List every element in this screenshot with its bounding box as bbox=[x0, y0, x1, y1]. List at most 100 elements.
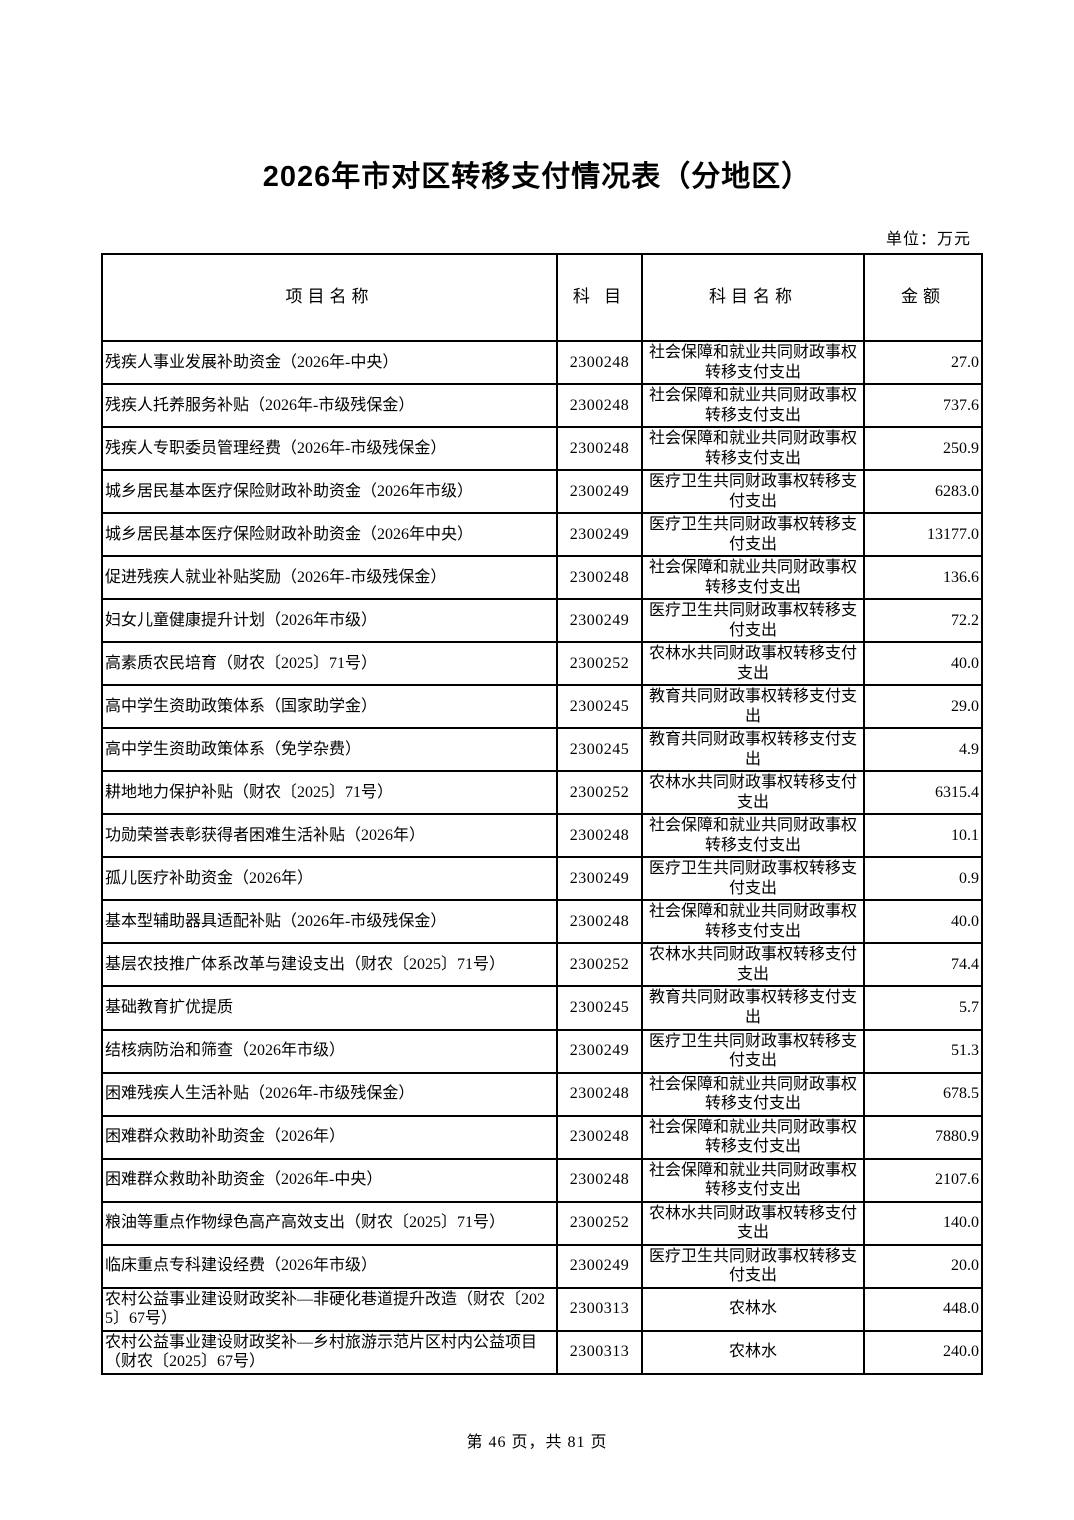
project-name-cell: 基层农技推广体系改革与建设支出（财农〔2025〕71号） bbox=[101, 942, 558, 988]
subject-code-cell: 2300248 bbox=[556, 1157, 643, 1203]
subject-name-cell: 社会保障和就业共同财政事权转移支付支出 bbox=[641, 1157, 865, 1203]
subject-name-cell: 农林水共同财政事权转移支付支出 bbox=[641, 770, 865, 816]
table-row: 功勋荣誉表彰获得者困难生活补贴（2026年） 2300248 社会保障和就业共同财政… bbox=[101, 813, 983, 859]
subject-name-cell: 农林水共同财政事权转移支付支出 bbox=[641, 1200, 865, 1246]
column-header-subject-name: 科目名称 bbox=[641, 253, 865, 342]
subject-name-cell: 医疗卫生共同财政事权转移支付支出 bbox=[641, 598, 865, 644]
subject-name-cell: 社会保障和就业共同财政事权转移支付支出 bbox=[641, 383, 865, 429]
project-name-cell: 基础教育扩优提质 bbox=[101, 985, 558, 1031]
subject-name-cell: 医疗卫生共同财政事权转移支付支出 bbox=[641, 1028, 865, 1074]
subject-code-cell: 2300245 bbox=[556, 985, 643, 1031]
subject-code-cell: 2300249 bbox=[556, 598, 643, 644]
subject-code-cell: 2300252 bbox=[556, 942, 643, 988]
table-row: 促进残疾人就业补贴奖励（2026年-市级残保金） 2300248 社会保障和就业共同… bbox=[101, 555, 983, 601]
table-row: 高素质农民培育（财农〔2025〕71号） 2300252 农林水共同财政事权转移支付… bbox=[101, 641, 983, 687]
amount-cell: 10.1 bbox=[863, 813, 983, 859]
project-name-cell: 困难残疾人生活补贴（2026年-市级残保金） bbox=[101, 1071, 558, 1117]
project-name-cell: 促进残疾人就业补贴奖励（2026年-市级残保金） bbox=[101, 555, 558, 601]
subject-code-cell: 2300249 bbox=[556, 856, 643, 902]
amount-cell: 13177.0 bbox=[863, 512, 983, 558]
subject-name-cell: 社会保障和就业共同财政事权转移支付支出 bbox=[641, 1071, 865, 1117]
subject-name-cell: 社会保障和就业共同财政事权转移支付支出 bbox=[641, 426, 865, 472]
project-name-cell: 高中学生资助政策体系（国家助学金） bbox=[101, 684, 558, 730]
project-name-cell: 粮油等重点作物绿色高产高效支出（财农〔2025〕71号） bbox=[101, 1200, 558, 1246]
amount-cell: 7880.9 bbox=[863, 1114, 983, 1160]
project-name-cell: 城乡居民基本医疗保险财政补助资金（2026年市级） bbox=[101, 469, 558, 515]
subject-name-cell: 社会保障和就业共同财政事权转移支付支出 bbox=[641, 899, 865, 945]
table-row: 基本型辅助器具适配补贴（2026年-市级残保金） 2300248 社会保障和就业共同… bbox=[101, 899, 983, 945]
subject-name-cell: 医疗卫生共同财政事权转移支付支出 bbox=[641, 856, 865, 902]
project-name-cell: 农村公益事业建设财政奖补—非硬化巷道提升改造（财农〔2025〕67号） bbox=[101, 1286, 558, 1332]
subject-code-cell: 2300249 bbox=[556, 469, 643, 515]
project-name-cell: 基本型辅助器具适配补贴（2026年-市级残保金） bbox=[101, 899, 558, 945]
amount-cell: 4.9 bbox=[863, 727, 983, 773]
subject-name-cell: 医疗卫生共同财政事权转移支付支出 bbox=[641, 469, 865, 515]
unit-note-text: 单位：万元 bbox=[885, 231, 971, 248]
project-name-cell: 妇女儿童健康提升计划（2026年市级） bbox=[101, 598, 558, 644]
amount-cell: 40.0 bbox=[863, 641, 983, 687]
table-row: 基础教育扩优提质 2300245 教育共同财政事权转移支付支出 5.7 bbox=[101, 985, 983, 1031]
subject-name-cell: 教育共同财政事权转移支付支出 bbox=[641, 684, 865, 730]
amount-cell: 5.7 bbox=[863, 985, 983, 1031]
table-row: 耕地地力保护补贴（财农〔2025〕71号） 2300252 农林水共同财政事权转移支… bbox=[101, 770, 983, 816]
subject-code-cell: 2300252 bbox=[556, 770, 643, 816]
table-row: 困难残疾人生活补贴（2026年-市级残保金） 2300248 社会保障和就业共同财政… bbox=[101, 1071, 983, 1117]
subject-name-cell: 农林水共同财政事权转移支付支出 bbox=[641, 942, 865, 988]
project-name-cell: 临床重点专科建设经费（2026年市级） bbox=[101, 1243, 558, 1289]
subject-code-cell: 2300248 bbox=[556, 339, 643, 386]
subject-code-cell: 2300249 bbox=[556, 1028, 643, 1074]
subject-name-cell: 教育共同财政事权转移支付支出 bbox=[641, 985, 865, 1031]
project-name-cell: 耕地地力保护补贴（财农〔2025〕71号） bbox=[101, 770, 558, 816]
amount-cell: 2107.6 bbox=[863, 1157, 983, 1203]
amount-cell: 737.6 bbox=[863, 383, 983, 429]
table-row: 残疾人事业发展补助资金（2026年-中央） 2300248 社会保障和就业共同财政事… bbox=[101, 339, 983, 386]
project-name-cell: 高中学生资助政策体系（免学杂费） bbox=[101, 727, 558, 773]
subject-name-cell: 农林水共同财政事权转移支付支出 bbox=[641, 641, 865, 687]
subject-code-cell: 2300313 bbox=[556, 1329, 643, 1375]
amount-cell: 27.0 bbox=[863, 339, 983, 386]
subject-name-cell: 农林水 bbox=[641, 1286, 865, 1332]
subject-name-cell: 教育共同财政事权转移支付支出 bbox=[641, 727, 865, 773]
amount-cell: 140.0 bbox=[863, 1200, 983, 1246]
subject-name-cell: 社会保障和就业共同财政事权转移支付支出 bbox=[641, 813, 865, 859]
table-row: 残疾人专职委员管理经费（2026年-市级残保金） 2300248 社会保障和就业共同… bbox=[101, 426, 983, 472]
project-name-cell: 残疾人事业发展补助资金（2026年-中央） bbox=[101, 339, 558, 386]
amount-cell: 678.5 bbox=[863, 1071, 983, 1117]
table-body: 残疾人事业发展补助资金（2026年-中央） 2300248 社会保障和就业共同财政事… bbox=[101, 339, 983, 1375]
amount-cell: 240.0 bbox=[863, 1329, 983, 1375]
table-row: 妇女儿童健康提升计划（2026年市级） 2300249 医疗卫生共同财政事权转移支付… bbox=[101, 598, 983, 644]
subject-code-cell: 2300313 bbox=[556, 1286, 643, 1332]
table-row: 高中学生资助政策体系（国家助学金） 2300245 教育共同财政事权转移支付支出 29… bbox=[101, 684, 983, 730]
amount-cell: 6315.4 bbox=[863, 770, 983, 816]
subject-code-cell: 2300252 bbox=[556, 1200, 643, 1246]
subject-code-cell: 2300252 bbox=[556, 641, 643, 687]
amount-cell: 6283.0 bbox=[863, 469, 983, 515]
table-row: 城乡居民基本医疗保险财政补助资金（2026年市级） 2300249 医疗卫生共同财政… bbox=[101, 469, 983, 515]
amount-cell: 0.9 bbox=[863, 856, 983, 902]
table-row: 农村公益事业建设财政奖补—非硬化巷道提升改造（财农〔2025〕67号） 23003… bbox=[101, 1286, 983, 1332]
subject-code-cell: 2300248 bbox=[556, 383, 643, 429]
page-title: 2026年市对区转移支付情况表（分地区） bbox=[262, 161, 812, 193]
page-footer: 第 46 页，共 81 页 bbox=[466, 1434, 608, 1451]
subject-name-cell: 医疗卫生共同财政事权转移支付支出 bbox=[641, 1243, 865, 1289]
subject-code-cell: 2300249 bbox=[556, 512, 643, 558]
project-name-cell: 功勋荣誉表彰获得者困难生活补贴（2026年） bbox=[101, 813, 558, 859]
table-row: 临床重点专科建设经费（2026年市级） 2300249 医疗卫生共同财政事权转移支付… bbox=[101, 1243, 983, 1289]
subject-code-cell: 2300248 bbox=[556, 555, 643, 601]
subject-code-cell: 2300249 bbox=[556, 1243, 643, 1289]
project-name-cell: 残疾人托养服务补贴（2026年-市级残保金） bbox=[101, 383, 558, 429]
table-row: 残疾人托养服务补贴（2026年-市级残保金） 2300248 社会保障和就业共同财政… bbox=[101, 383, 983, 429]
table-row: 城乡居民基本医疗保险财政补助资金（2026年中央） 2300249 医疗卫生共同财政… bbox=[101, 512, 983, 558]
project-name-cell: 城乡居民基本医疗保险财政补助资金（2026年中央） bbox=[101, 512, 558, 558]
project-name-cell: 孤儿医疗补助资金（2026年） bbox=[101, 856, 558, 902]
amount-cell: 51.3 bbox=[863, 1028, 983, 1074]
table-row: 困难群众救助补助资金（2026年-中央） 2300248 社会保障和就业共同财政事权… bbox=[101, 1157, 983, 1203]
table-row: 粮油等重点作物绿色高产高效支出（财农〔2025〕71号） 2300252 农林水共同… bbox=[101, 1200, 983, 1246]
subject-code-cell: 2300245 bbox=[556, 727, 643, 773]
table-row: 结核病防治和筛查（2026年市级） 2300249 医疗卫生共同财政事权转移支付支出… bbox=[101, 1028, 983, 1074]
subject-name-cell: 社会保障和就业共同财政事权转移支付支出 bbox=[641, 1114, 865, 1160]
project-name-cell: 高素质农民培育（财农〔2025〕71号） bbox=[101, 641, 558, 687]
project-name-cell: 困难群众救助补助资金（2026年） bbox=[101, 1114, 558, 1160]
table-row: 高中学生资助政策体系（免学杂费） 2300245 教育共同财政事权转移支付支出 4.9 bbox=[101, 727, 983, 773]
